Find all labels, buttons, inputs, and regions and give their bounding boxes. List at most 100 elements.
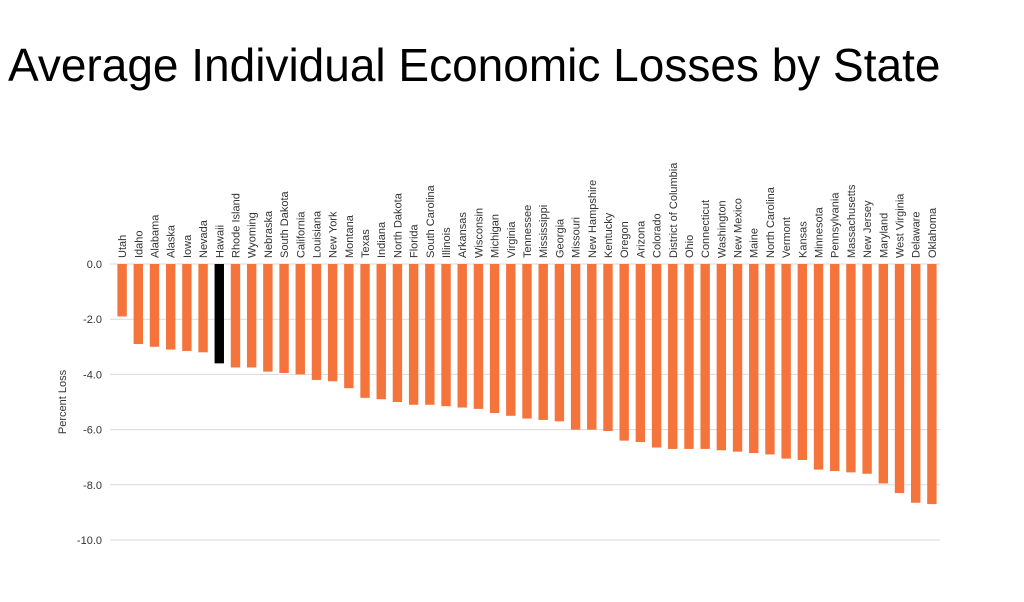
bar-iowa	[182, 264, 192, 351]
x-tick-label: Iowa	[182, 234, 194, 258]
bar-south-carolina	[425, 264, 435, 405]
y-tick-label: -4.0	[83, 369, 102, 381]
bar-district-of-columbia	[668, 264, 678, 449]
x-tick-label: Texas	[360, 229, 372, 258]
bar-idaho	[133, 264, 143, 345]
bar-kansas	[797, 264, 808, 460]
x-tick-label: Nebraska	[263, 210, 275, 258]
bar-mississippi	[538, 264, 548, 420]
y-tick-label: -6.0	[83, 425, 102, 437]
bar-montana	[344, 264, 354, 389]
bar-connecticut	[700, 264, 710, 449]
x-tick-label: North Carolina	[765, 186, 777, 258]
bar-hawaii	[214, 264, 224, 364]
x-tick-label: California	[295, 211, 307, 258]
x-tick-label: Kentucky	[603, 212, 615, 258]
bar-florida	[408, 264, 419, 405]
bar-south-dakota	[279, 264, 289, 374]
x-tick-label: Oregon	[619, 221, 631, 258]
bar-kentucky	[603, 264, 613, 431]
x-tick-label: Maryland	[878, 213, 890, 258]
bar-nevada	[198, 264, 208, 353]
x-tick-label: Tennessee	[522, 205, 534, 258]
bar-georgia	[554, 264, 565, 422]
bar-alaska	[165, 264, 176, 350]
x-tick-label: North Dakota	[392, 192, 404, 258]
bar-rhode-island	[230, 264, 241, 368]
bar-massachusetts	[846, 264, 856, 473]
bar-tennessee	[522, 264, 532, 419]
x-tick-label: Hawaii	[214, 225, 226, 258]
y-tick-label: -10.0	[77, 535, 102, 547]
x-tick-label: Massachusetts	[846, 184, 858, 258]
x-tick-label: Michigan	[490, 214, 502, 258]
x-tick-label: Rhode Island	[230, 193, 242, 258]
x-tick-label: Idaho	[133, 230, 145, 258]
x-tick-label: West Virginia	[895, 193, 907, 258]
bar-new-york	[327, 264, 338, 382]
bar-arizona	[635, 264, 646, 443]
x-tick-label: Washington	[716, 200, 728, 258]
bar-maryland	[878, 264, 889, 484]
x-tick-label: Louisiana	[311, 210, 323, 258]
bar-alabama	[149, 264, 160, 347]
bar-california	[295, 264, 305, 375]
bar-vermont	[781, 264, 791, 459]
y-tick-label: 0.0	[87, 259, 102, 271]
bar-oklahoma	[927, 264, 937, 505]
bar-missouri	[570, 264, 581, 430]
x-tick-label: Nevada	[198, 219, 210, 258]
bar-indiana	[376, 264, 386, 400]
x-tick-label: Florida	[409, 223, 421, 258]
x-tick-label: Ohio	[684, 235, 696, 258]
x-tick-label: Wyoming	[247, 212, 259, 258]
bar-new-jersey	[862, 264, 872, 474]
x-tick-label: Maine	[749, 228, 761, 258]
x-tick-label: New Mexico	[733, 198, 745, 258]
x-tick-label: Arizona	[635, 220, 647, 258]
x-tick-label: Colorado	[652, 213, 664, 258]
bar-north-carolina	[765, 264, 775, 455]
bar-louisiana	[311, 264, 322, 380]
bar-michigan	[489, 264, 500, 414]
x-tick-label: Alabama	[149, 214, 161, 258]
bar-arkansas	[457, 264, 467, 408]
bar-wyoming	[246, 264, 257, 368]
x-tick-label: Pennsylvania	[830, 192, 842, 258]
x-tick-label: Indiana	[376, 221, 388, 258]
bar-texas	[360, 264, 370, 398]
bar-nebraska	[263, 264, 273, 372]
bar-colorado	[651, 264, 662, 448]
x-tick-label: New Hampshire	[587, 180, 599, 258]
bar-utah	[117, 264, 127, 317]
x-tick-label: Minnesota	[814, 206, 826, 258]
x-tick-label: New Jersey	[862, 200, 874, 258]
bar-washington	[716, 264, 727, 451]
bar-delaware	[911, 264, 921, 503]
y-tick-label: -8.0	[83, 480, 102, 492]
x-tick-label: South Carolina	[425, 184, 437, 258]
x-tick-label: Vermont	[781, 217, 793, 258]
x-tick-label: Montana	[344, 214, 356, 258]
bar-ohio	[684, 264, 694, 449]
x-tick-label: Missouri	[571, 217, 583, 258]
x-tick-label: Utah	[117, 235, 129, 258]
bar-wisconsin	[473, 264, 484, 409]
x-tick-label: Arkansas	[457, 212, 469, 258]
y-axis-label: Percent Loss	[57, 369, 69, 434]
x-tick-label: Mississippi	[538, 205, 550, 258]
bar-north-dakota	[392, 264, 403, 402]
bar-virginia	[506, 264, 516, 416]
x-tick-label: District of Columbia	[668, 162, 680, 258]
x-tick-label: Connecticut	[700, 200, 712, 258]
x-tick-label: New York	[328, 211, 340, 258]
x-tick-label: Wisconsin	[473, 208, 485, 258]
x-tick-label: Delaware	[911, 212, 923, 258]
x-tick-label: Georgia	[554, 218, 566, 258]
bar-maine	[749, 264, 759, 454]
x-tick-label: Illinois	[441, 227, 453, 258]
x-tick-label: Kansas	[797, 221, 809, 258]
bar-minnesota	[813, 264, 824, 470]
bar-new-hampshire	[587, 264, 597, 430]
